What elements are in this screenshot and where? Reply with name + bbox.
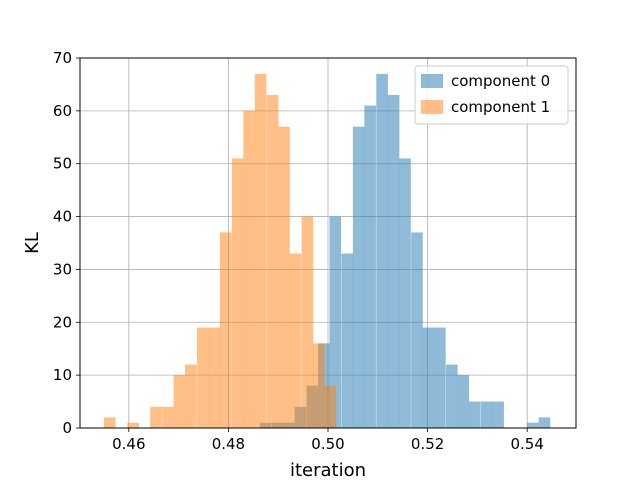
bar-component-1 xyxy=(150,406,162,428)
bar-component-1 xyxy=(162,406,174,428)
bar-component-0 xyxy=(352,126,365,428)
bar-component-1 xyxy=(127,422,139,428)
bar-component-0 xyxy=(446,364,458,428)
bar-component-0 xyxy=(468,401,481,428)
bar-component-1 xyxy=(173,375,186,428)
legend-label-1: component 1 xyxy=(451,98,550,116)
bar-component-0 xyxy=(364,105,376,429)
bar-component-1 xyxy=(208,327,221,428)
bar-component-0 xyxy=(329,216,342,428)
bar-component-1 xyxy=(324,385,337,428)
bar-component-0 xyxy=(341,253,354,428)
bar-component-0 xyxy=(492,401,504,428)
bar-component-1 xyxy=(254,73,267,428)
bar-component-1 xyxy=(231,158,244,428)
bar-component-0 xyxy=(387,95,400,428)
bar-component-1 xyxy=(301,216,314,428)
bar-component-1 xyxy=(289,253,302,428)
x-tick-label: 0.52 xyxy=(411,435,444,453)
legend-swatch-0 xyxy=(421,74,443,88)
bar-component-1 xyxy=(219,232,232,428)
y-tick-label: 60 xyxy=(53,102,72,120)
legend-swatch-1 xyxy=(421,100,443,114)
bar-component-1 xyxy=(278,126,290,428)
x-axis-title: iteration xyxy=(290,460,366,480)
bar-component-0 xyxy=(527,422,539,428)
y-tick-label: 10 xyxy=(53,366,72,384)
histogram-bars xyxy=(103,73,551,429)
bar-component-1 xyxy=(197,327,209,428)
bar-component-0 xyxy=(399,158,411,428)
legend-label-0: component 0 xyxy=(451,72,550,90)
legend-box xyxy=(414,65,569,125)
x-tick-label: 0.46 xyxy=(112,435,145,453)
y-tick-label: 0 xyxy=(62,419,72,437)
bar-component-1 xyxy=(103,417,116,428)
bar-component-0 xyxy=(538,417,551,428)
bar-component-1 xyxy=(313,343,325,428)
y-tick-label: 70 xyxy=(53,49,72,67)
bar-component-0 xyxy=(480,401,493,428)
bar-component-1 xyxy=(243,110,255,428)
x-tick-label: 0.48 xyxy=(212,435,245,453)
axis-ticks: 0.46 0.48 0.50 0.52 0.54 0 10 20 30 40 50 60 70 xyxy=(53,49,544,453)
y-tick-label: 30 xyxy=(53,260,72,278)
legend: component 0 component 1 xyxy=(414,65,569,125)
y-axis-title: KL xyxy=(22,232,43,254)
bar-component-1 xyxy=(185,364,197,428)
bar-component-0 xyxy=(422,327,435,428)
bar-component-1 xyxy=(266,95,279,428)
y-tick-label: 50 xyxy=(53,155,72,173)
bar-component-0 xyxy=(376,73,388,428)
bar-component-0 xyxy=(434,327,446,428)
x-tick-label: 0.50 xyxy=(311,435,344,453)
bar-component-0 xyxy=(411,232,423,428)
x-tick-label: 0.54 xyxy=(510,435,543,453)
bar-component-0 xyxy=(457,375,470,428)
y-tick-label: 20 xyxy=(53,313,72,331)
y-tick-label: 40 xyxy=(53,208,72,226)
